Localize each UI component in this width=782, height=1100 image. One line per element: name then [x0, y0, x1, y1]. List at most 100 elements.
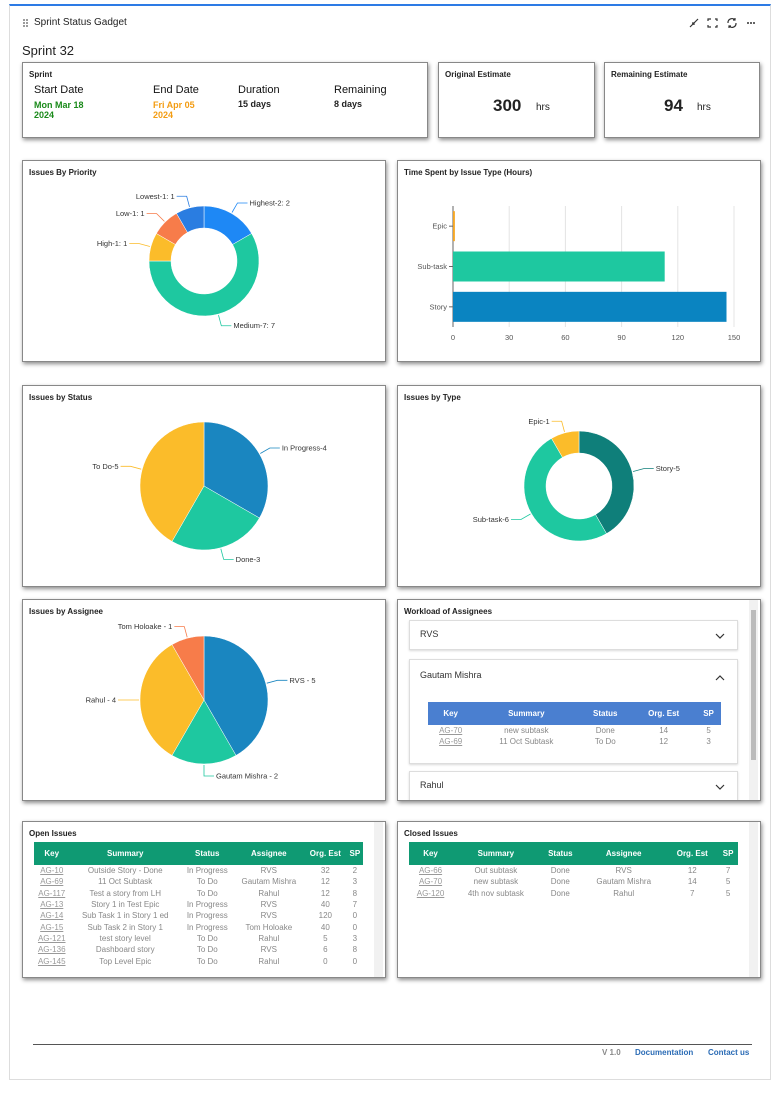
scroll-thumb[interactable] — [751, 610, 756, 760]
table-panel: Closed Issues Key Summary Status Assignee Or… — [397, 821, 761, 978]
issue-link[interactable]: AG-14 — [40, 911, 64, 921]
issue-link[interactable]: AG-120 — [416, 888, 445, 898]
chevron — [715, 633, 725, 639]
slice-label: Done-3 — [236, 555, 261, 564]
chevron — [715, 675, 725, 681]
slice-label: Low-1: 1 — [116, 209, 145, 218]
gadget-frame — [9, 4, 771, 1080]
issue-link[interactable]: AG-10 — [40, 866, 64, 876]
table-cell: To Do — [594, 737, 616, 747]
issue-link[interactable]: AG-70 — [418, 877, 443, 887]
table-cell: 120 — [318, 911, 333, 921]
table-row: AG-15 Sub Task 2 in Story 1 In Progress Tom… — [34, 921, 363, 932]
column-header: Summary — [106, 849, 144, 858]
table-cell: 7 — [352, 900, 358, 910]
table-cell: 0 — [352, 956, 358, 966]
assignee-name: Gautam Mishra — [420, 670, 482, 680]
issue-link[interactable]: AG-145 — [37, 956, 66, 966]
chart-title: Issues by Status — [29, 393, 93, 402]
issue-link[interactable]: AG-69 — [40, 877, 64, 887]
x-tick-label: 0 — [451, 333, 455, 342]
scrollbar[interactable] — [374, 822, 383, 977]
table-cell: RVS — [260, 900, 277, 910]
column-header: Org. Est — [309, 849, 341, 858]
table-cell: 5 — [706, 726, 711, 736]
y-tick-label: Story — [429, 302, 447, 311]
header-row: Key Summary Status Org. Est SP — [428, 702, 721, 725]
table-cell: RVS — [260, 911, 277, 921]
table-cell: Done — [550, 888, 570, 898]
table-cell: Story 1 in Test Epic — [91, 900, 160, 910]
field-label: Duration — [238, 84, 280, 96]
table-row: AG-121 test story level To Do Rahul 5 3 — [34, 933, 363, 944]
header-row: Key Summary Status Assignee Org. Est SP — [34, 842, 363, 865]
version: V 1.0 — [602, 1048, 621, 1057]
column-header: Org. Est — [676, 849, 708, 858]
key-cell: AG-10 — [34, 865, 70, 876]
accordion-item[interactable]: Gautam Mishra Key Summary Status Org. Est SP A… — [409, 659, 738, 764]
field-label: End Date — [153, 84, 199, 96]
table-cell: 40 — [320, 922, 330, 932]
table-cell: Done — [550, 866, 570, 876]
footer-link[interactable]: Contact us — [708, 1048, 750, 1057]
table-cell: 0 — [352, 911, 358, 921]
table-cell: new subtask — [473, 877, 519, 887]
table-cell: 3 — [352, 877, 358, 887]
card-title: Remaining Estimate — [611, 70, 688, 79]
column-header: Summary — [508, 709, 545, 718]
column-header: SP — [722, 849, 734, 858]
issue-link[interactable]: AG-117 — [38, 888, 66, 898]
toolbar-icons[interactable] — [688, 17, 758, 29]
key-cell: AG-121 — [34, 933, 70, 944]
key-cell: AG-70 — [428, 725, 473, 736]
data-table: Key Summary Status Org. Est SP AG-70 new subta… — [428, 702, 721, 748]
scrollbar[interactable] — [749, 600, 758, 800]
accordion-item[interactable]: Rahul — [409, 771, 738, 800]
sprint-card: Sprint Start Date Mon Mar 18 2024 End Da… — [22, 62, 428, 138]
table-row: AG-69 11 Oct Subtask To Do Gautam Mishra 12 3 — [34, 876, 363, 887]
table-cell: 4th nov subtask — [467, 888, 524, 898]
card-title: Original Estimate — [445, 70, 511, 79]
table-row: AG-136 Dashboard story To Do RVS 6 8 — [34, 944, 363, 955]
slice — [203, 635, 269, 756]
start-date: Mon Mar 18 — [34, 100, 84, 110]
drag-handle[interactable] — [22, 18, 30, 28]
issue-link[interactable]: AG-15 — [40, 922, 64, 932]
table-cell: 0 — [352, 922, 358, 932]
issue-link[interactable]: AG-13 — [40, 900, 64, 910]
leader-line — [174, 626, 188, 638]
slice — [551, 430, 580, 458]
gadget-title: Sprint Status Gadget — [34, 17, 127, 28]
table-row: AG-13 Story 1 in Test Epic In Progress RVS 4… — [34, 899, 363, 910]
end-year: 2024 — [153, 110, 174, 120]
scrollbar[interactable] — [749, 822, 758, 977]
estimate-unit: hrs — [536, 102, 550, 113]
data-table: Key Summary Status Assignee Org. Est SP AG-66 O… — [409, 842, 738, 899]
table-cell: Rahul — [258, 888, 280, 898]
issue-link[interactable]: AG-69 — [439, 737, 463, 747]
slice-label: To Do-5 — [92, 462, 118, 471]
leader-line — [218, 314, 232, 327]
table-row: AG-145 Top Level Epic To Do Rahul 0 0 — [34, 955, 363, 966]
duration: 15 days — [238, 99, 272, 109]
issue-link[interactable]: AG-66 — [418, 866, 443, 876]
panel-title: Closed Issues — [404, 829, 458, 838]
key-cell: AG-70 — [409, 876, 452, 887]
key-cell: AG-66 — [409, 865, 452, 876]
panel-title: Workload of Assignees — [404, 607, 493, 616]
slice — [578, 430, 635, 534]
table-cell: 14 — [659, 726, 669, 736]
leader-line — [231, 202, 248, 213]
sprint-name: Sprint 32 — [22, 43, 75, 58]
key-cell: AG-15 — [34, 921, 70, 932]
slice-label: Medium-7: 7 — [233, 321, 275, 330]
issue-link[interactable]: AG-121 — [37, 933, 66, 943]
table-cell: Rahul — [613, 888, 635, 898]
y-tick-label: Epic — [432, 222, 447, 231]
issue-link[interactable]: AG-136 — [37, 945, 66, 955]
accordion-item[interactable]: RVS — [409, 620, 738, 650]
leader-line — [260, 447, 280, 454]
footer-link[interactable]: Documentation — [635, 1048, 694, 1057]
issue-link[interactable]: AG-70 — [439, 726, 463, 736]
slice — [139, 421, 205, 542]
